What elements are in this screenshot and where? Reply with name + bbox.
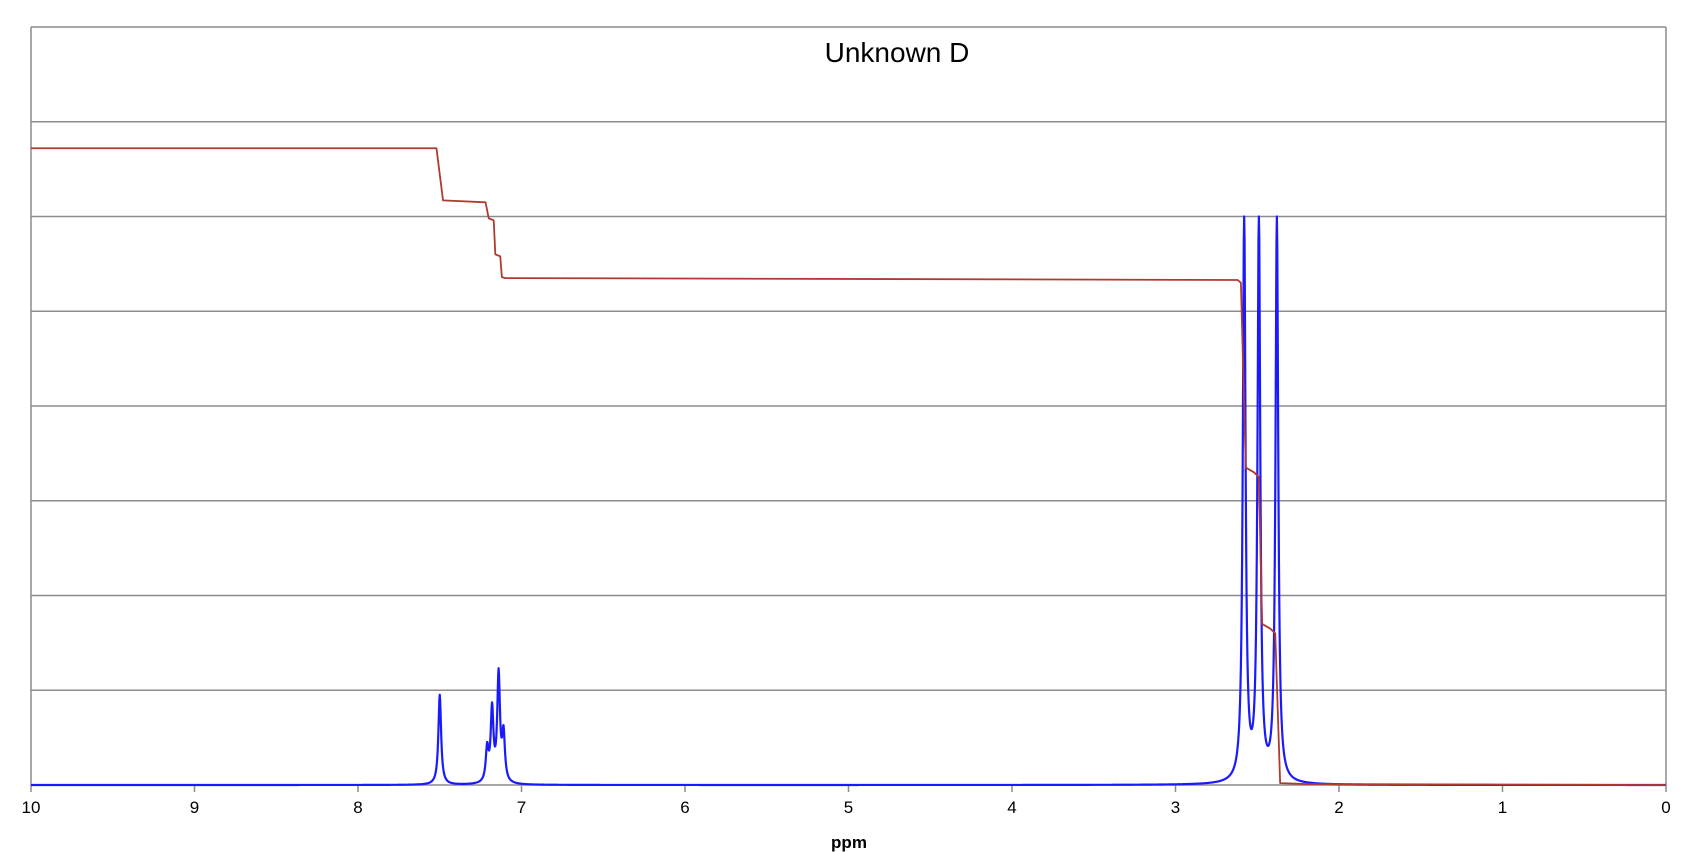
grid: [30, 26, 1667, 786]
chart-title: Unknown D: [825, 37, 970, 68]
x-tick-label: 7: [517, 798, 526, 817]
x-tick-label: 6: [680, 798, 689, 817]
x-tick-label: 10: [22, 798, 41, 817]
x-tick-label: 2: [1334, 798, 1343, 817]
x-tick-label: 0: [1661, 798, 1670, 817]
x-tick-label: 9: [190, 798, 199, 817]
x-tick-label: 8: [353, 798, 362, 817]
x-tick-label: 3: [1171, 798, 1180, 817]
series: [30, 147, 1667, 787]
x-axis: 10 9 8 7 6 5 4 3 2 1 0: [22, 785, 1671, 817]
x-tick-label: 4: [1007, 798, 1016, 817]
x-axis-label: ppm: [831, 833, 867, 852]
x-tick-label: 1: [1498, 798, 1507, 817]
integral-line: [31, 147, 1667, 786]
x-tick-label: 5: [844, 798, 853, 817]
